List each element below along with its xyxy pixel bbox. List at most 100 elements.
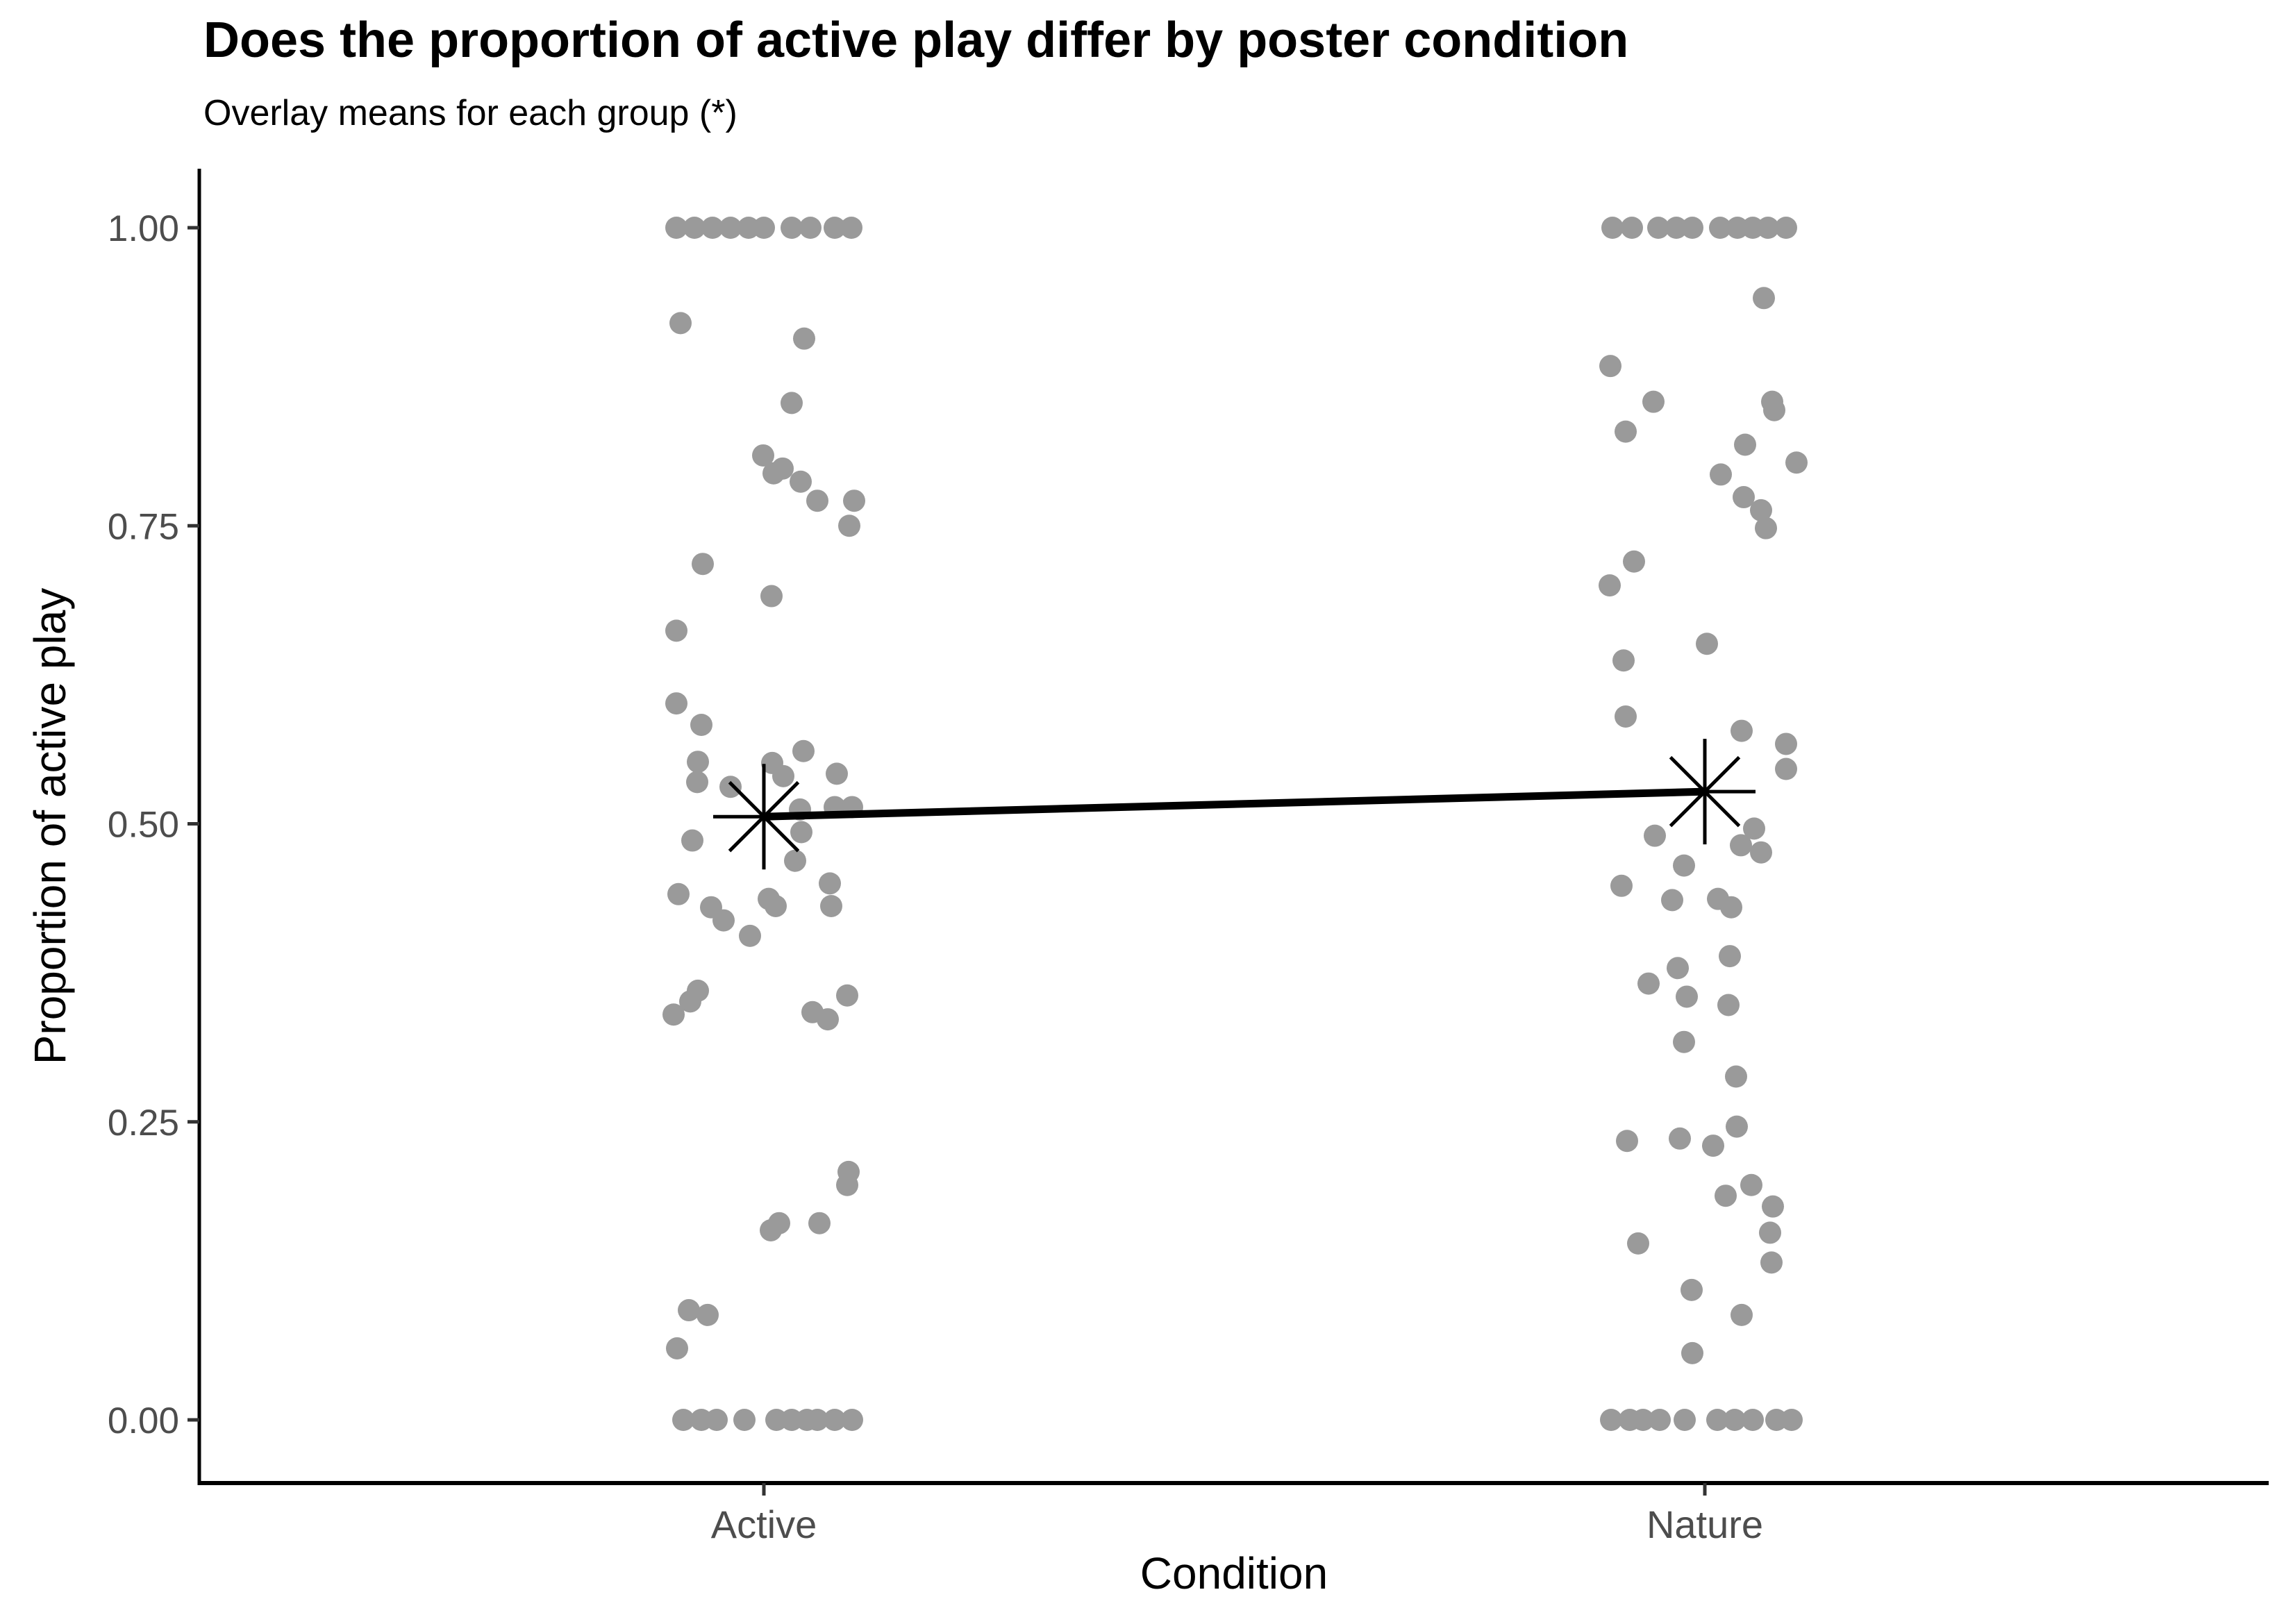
jitter-point — [1734, 433, 1756, 456]
jitter-point — [1661, 889, 1683, 912]
jitter-point — [1667, 957, 1689, 980]
jitter-point — [1715, 1184, 1737, 1207]
jitter-point — [1601, 217, 1624, 239]
jitter-point — [1762, 1195, 1784, 1218]
jitter-point — [1615, 705, 1637, 728]
jitter-point — [1760, 1251, 1783, 1274]
jitter-point — [817, 1008, 839, 1031]
jitter-point — [719, 776, 742, 798]
jitter-point — [760, 585, 783, 608]
jitter-point — [843, 489, 865, 512]
jitter-point — [772, 764, 794, 787]
jitter-point — [1615, 420, 1637, 443]
jitter-point — [669, 312, 692, 335]
jitter-point — [781, 392, 803, 415]
jitter-point — [781, 1409, 803, 1431]
x-tick-label: Nature — [1646, 1502, 1763, 1546]
jitter-point — [836, 1173, 858, 1196]
jitter-point — [1649, 1409, 1671, 1431]
jitter-point — [1696, 633, 1718, 655]
jitter-point — [1665, 217, 1687, 239]
jitter-point — [1681, 217, 1703, 239]
jitter-point — [1720, 896, 1742, 919]
jitter-point — [1669, 1127, 1691, 1150]
x-axis-title: Condition — [1140, 1548, 1328, 1598]
jitter-point — [1765, 1409, 1787, 1431]
jitter-point — [765, 894, 787, 917]
jitter-point — [737, 217, 760, 239]
jitter-point — [1623, 550, 1645, 573]
jitter-point — [665, 619, 687, 642]
jitter-point — [665, 217, 687, 239]
jitter-point — [1644, 824, 1666, 847]
jitter-point — [826, 762, 848, 785]
y-tick-label: 0.25 — [108, 1103, 179, 1144]
jitter-point — [1621, 217, 1643, 239]
x-tick-label: Active — [711, 1502, 817, 1546]
jitter-point — [672, 1409, 694, 1431]
jitter-point — [781, 217, 803, 239]
jitter-point — [1755, 517, 1777, 539]
jitter-point — [824, 217, 846, 239]
y-tick-label: 1.00 — [108, 208, 179, 249]
jitter-point — [841, 1409, 863, 1431]
jitter-point — [790, 821, 812, 844]
jitter-point — [1725, 1065, 1747, 1088]
jitter-point — [838, 514, 860, 537]
jitter-point — [1642, 390, 1665, 413]
jitter-point — [1757, 217, 1779, 239]
jitter-point — [678, 1299, 700, 1322]
jitter-point — [1759, 1221, 1781, 1244]
jitter-point — [1637, 972, 1660, 995]
jitter-point — [1742, 217, 1764, 239]
jitter-point — [1775, 757, 1797, 780]
jitter-point — [697, 1303, 719, 1326]
jitter-point — [806, 1409, 828, 1431]
jitter-point — [1750, 499, 1772, 521]
jitter-point — [1710, 463, 1732, 486]
jitter-point — [793, 327, 815, 350]
jitter-point — [1785, 451, 1808, 474]
jitter-point — [806, 489, 828, 512]
jitter-point — [690, 1409, 712, 1431]
jitter-point — [790, 470, 812, 493]
jitter-point — [1719, 945, 1741, 968]
jitter-point — [719, 217, 742, 239]
jitter-point — [1726, 1115, 1748, 1138]
mean-line — [763, 787, 1706, 821]
jitter-point — [712, 909, 735, 932]
jitter-point — [1733, 486, 1755, 509]
jitter-point — [760, 1219, 782, 1241]
jitter-point — [1753, 287, 1775, 310]
jitter-point — [1627, 1232, 1649, 1255]
jitter-point — [836, 984, 858, 1007]
jitter-point — [1673, 854, 1695, 877]
jitter-point — [686, 771, 708, 794]
jitter-point — [1742, 1409, 1764, 1431]
chart-title: Does the proportion of active play diffe… — [203, 12, 1629, 68]
y-tick-label: 0.75 — [108, 506, 179, 547]
jitter-point — [1610, 874, 1633, 897]
jitter-point — [1647, 217, 1669, 239]
jitter-point — [1600, 1409, 1622, 1431]
jitter-point — [739, 924, 761, 947]
jitter-point — [687, 751, 709, 773]
jitter-point — [840, 217, 862, 239]
jitter-point — [1612, 649, 1635, 672]
jitter-point — [1731, 719, 1753, 742]
jitter-point — [1750, 841, 1772, 864]
jitter-point — [1681, 1341, 1703, 1364]
jitter-point — [765, 1409, 787, 1431]
jitter-point — [1775, 733, 1797, 755]
jitter-point — [706, 1409, 728, 1431]
chart-subtitle: Overlay means for each group (*) — [203, 93, 737, 133]
jitter-point — [1632, 1409, 1654, 1431]
jitter-point — [1740, 1173, 1762, 1196]
jitter-point — [1763, 399, 1785, 421]
jitter-point — [1724, 1409, 1746, 1431]
jitter-point — [820, 894, 842, 917]
jitter-point — [692, 553, 714, 576]
jitter-point — [792, 739, 815, 762]
jitter-point — [1775, 217, 1797, 239]
